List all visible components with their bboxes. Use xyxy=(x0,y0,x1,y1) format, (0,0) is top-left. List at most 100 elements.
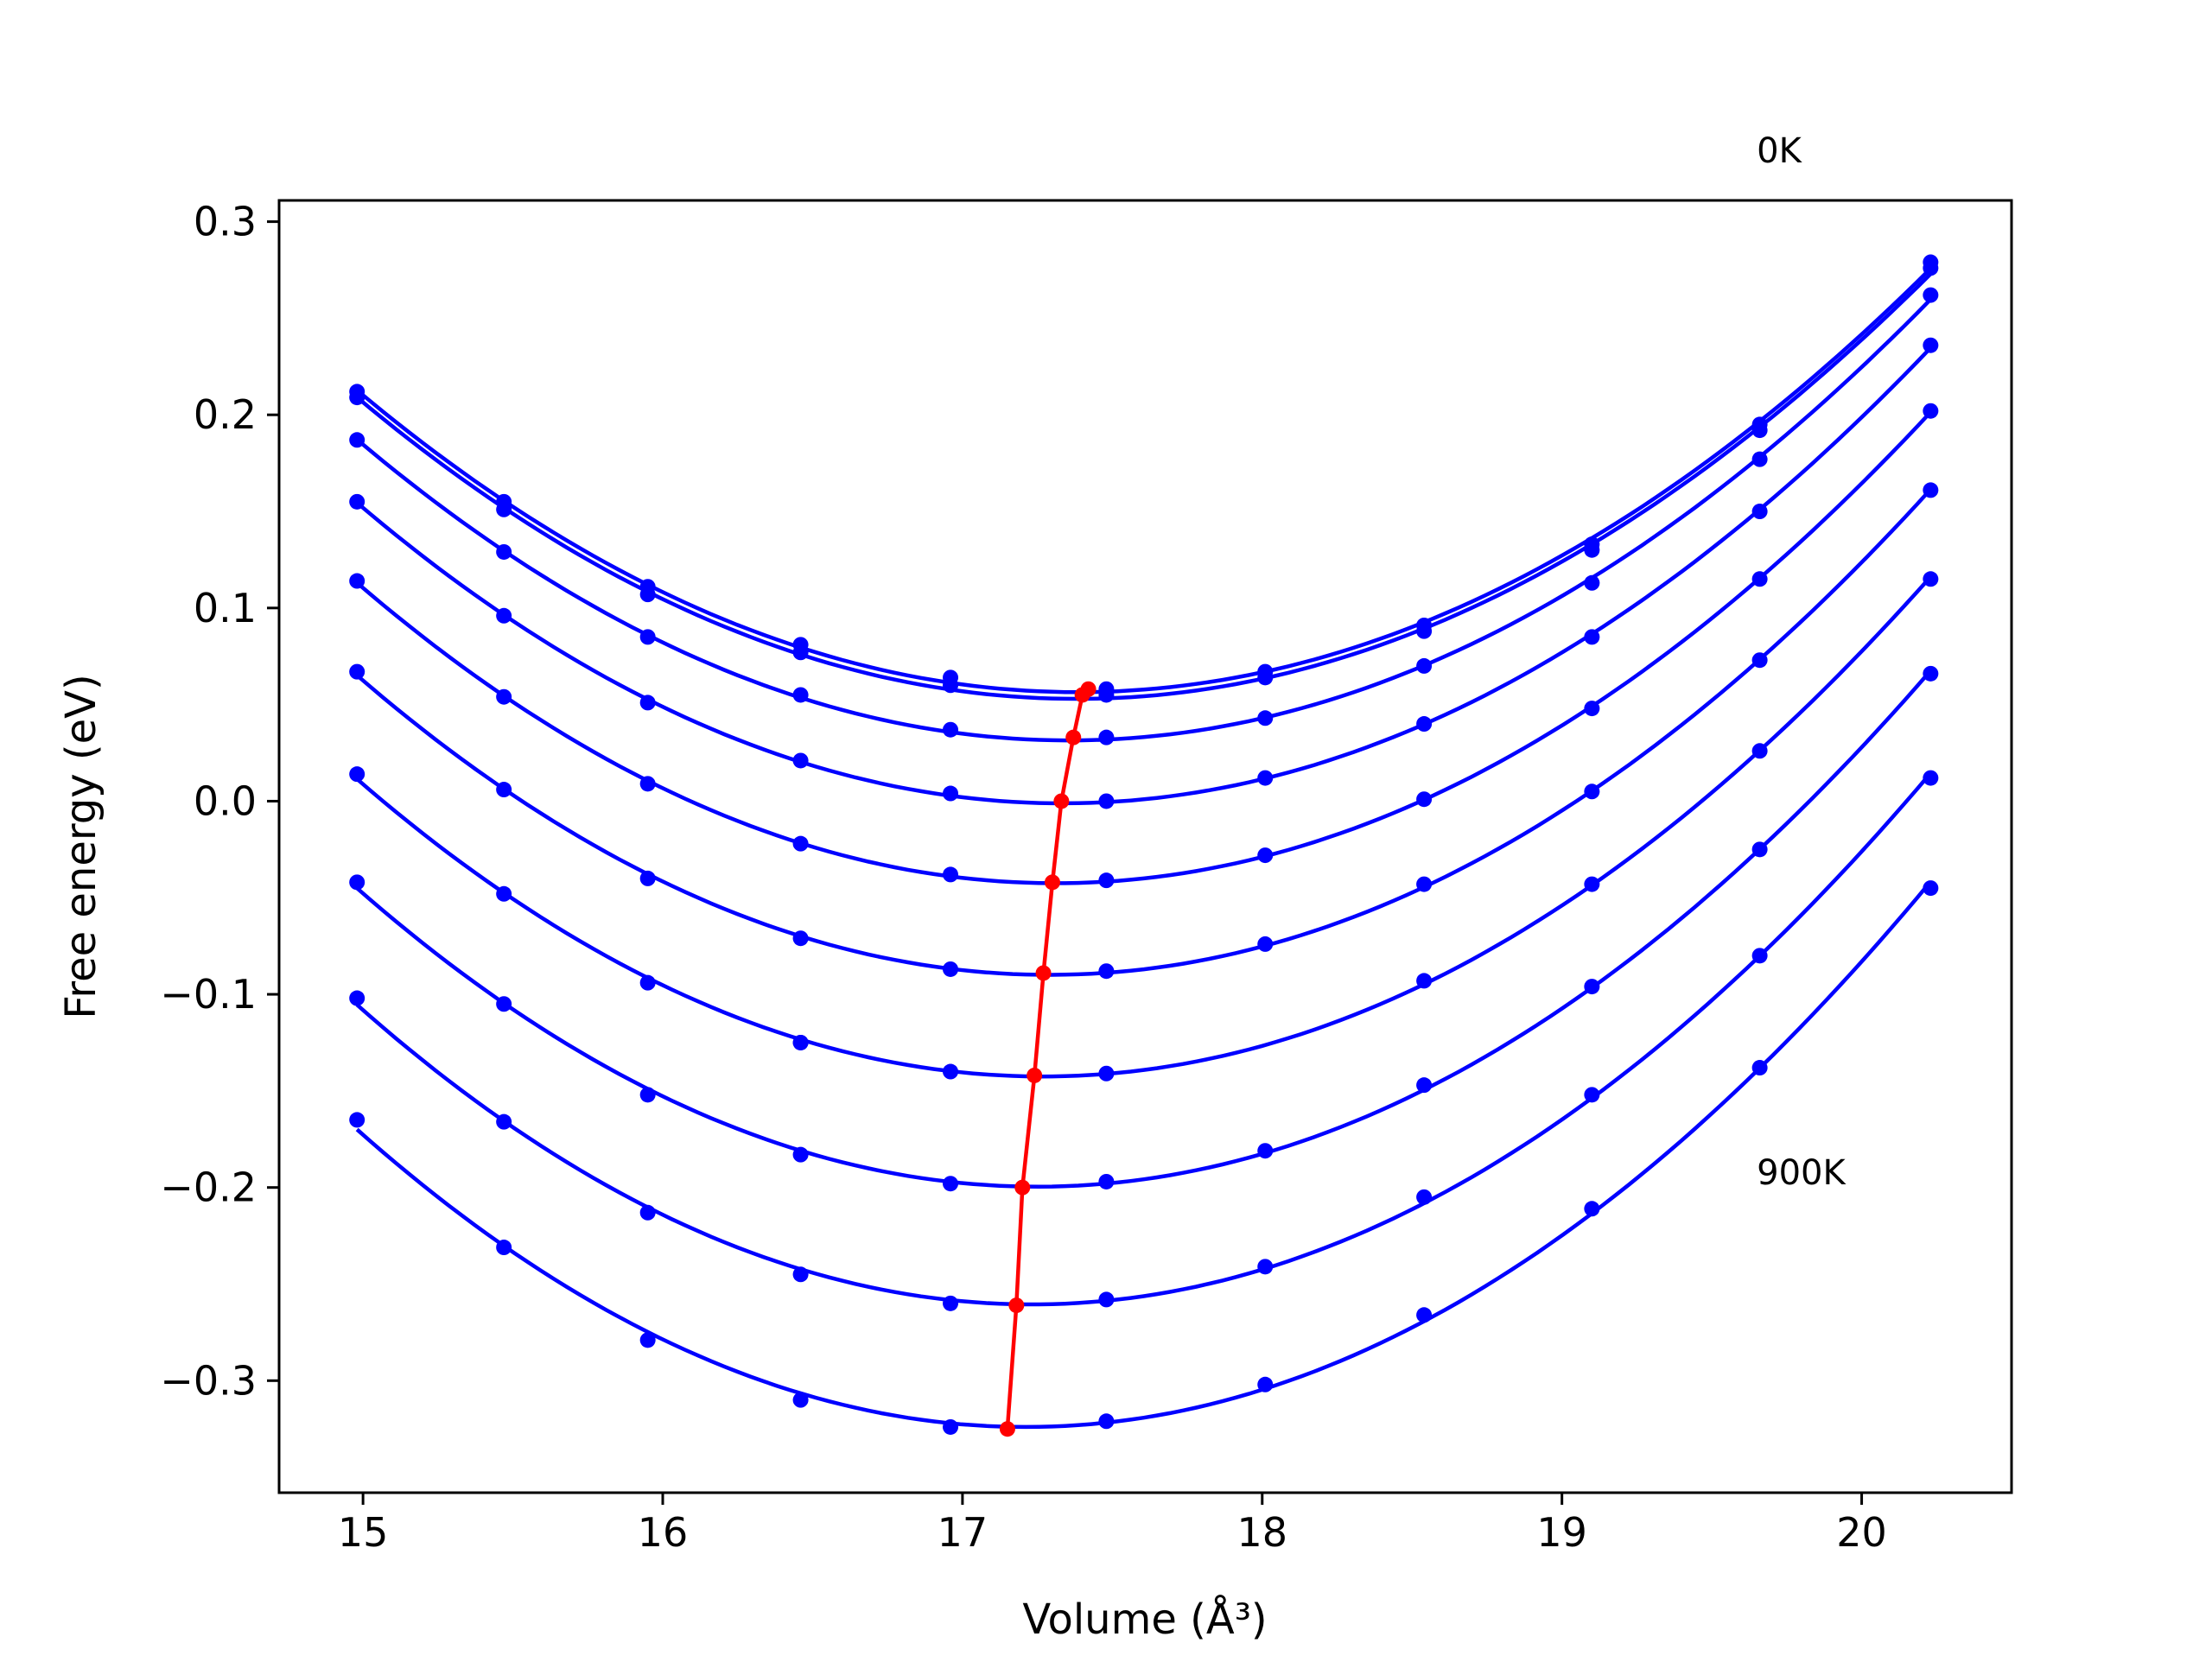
x-tick-label: 16 xyxy=(638,1509,689,1556)
data-point xyxy=(496,996,512,1012)
minimum-point xyxy=(1044,874,1060,891)
minimum-point xyxy=(1027,1067,1043,1083)
series-curve xyxy=(355,575,1932,1079)
data-point xyxy=(1751,422,1768,439)
x-tick-label: 15 xyxy=(338,1509,389,1556)
data-point xyxy=(496,1240,512,1256)
data-point xyxy=(349,874,365,891)
data-point xyxy=(1584,1087,1600,1103)
series-curve xyxy=(355,410,1932,885)
series-3 xyxy=(349,287,1939,745)
data-point xyxy=(1923,571,1939,587)
annotations: 0K 900K xyxy=(1757,131,1847,1193)
data-point xyxy=(1257,669,1274,686)
data-point xyxy=(496,688,512,705)
data-point xyxy=(792,835,809,852)
minimum-point xyxy=(1053,793,1070,809)
data-point xyxy=(496,607,512,624)
plot-frame xyxy=(277,199,2013,1494)
data-point xyxy=(1923,665,1939,682)
data-point xyxy=(1098,729,1115,745)
data-point xyxy=(639,870,656,886)
series-layer xyxy=(349,254,1939,1435)
data-point xyxy=(943,1418,959,1435)
data-point xyxy=(639,1332,656,1348)
data-point xyxy=(1751,1060,1768,1076)
data-point xyxy=(496,501,512,517)
data-point xyxy=(1584,629,1600,645)
data-point xyxy=(792,1146,809,1163)
data-point xyxy=(1584,574,1600,591)
data-point xyxy=(639,776,656,792)
data-point xyxy=(1098,1065,1115,1082)
data-point xyxy=(1416,973,1433,989)
series-curve xyxy=(355,669,1932,1189)
x-tick-label: 20 xyxy=(1836,1509,1887,1556)
data-point xyxy=(1416,1307,1433,1323)
x-axis: 15 16 17 18 19 20 xyxy=(338,1493,1887,1556)
data-point xyxy=(1751,841,1768,858)
minima-layer xyxy=(999,681,1096,1437)
data-point xyxy=(639,1204,656,1221)
data-point xyxy=(349,493,365,510)
data-point xyxy=(943,1295,959,1311)
data-point xyxy=(349,573,365,589)
data-point xyxy=(1584,783,1600,800)
data-point xyxy=(496,782,512,798)
data-point xyxy=(1923,880,1939,897)
data-point xyxy=(496,543,512,560)
data-point xyxy=(1923,260,1939,276)
data-point xyxy=(496,885,512,902)
y-axis-label: Free energy (eV) xyxy=(57,674,105,1018)
y-tick-label: −0.3 xyxy=(160,1357,257,1404)
data-point xyxy=(349,990,365,1006)
series-10 xyxy=(349,880,1939,1435)
minimum-point xyxy=(999,1421,1015,1437)
x-tick-label: 18 xyxy=(1237,1509,1288,1556)
data-point xyxy=(1751,451,1768,467)
series-curve xyxy=(355,880,1933,1430)
data-point xyxy=(943,721,959,738)
x-tick-label: 17 xyxy=(938,1509,988,1556)
series-4 xyxy=(349,337,1939,809)
data-point xyxy=(792,1392,809,1408)
series-7 xyxy=(349,571,1939,1082)
series-curve xyxy=(355,346,1932,806)
data-point xyxy=(1416,716,1433,733)
data-point xyxy=(1257,847,1274,864)
series-curve xyxy=(355,771,1933,1307)
minimum-point xyxy=(1074,687,1090,703)
data-point xyxy=(1257,770,1274,786)
series-9 xyxy=(349,770,1939,1311)
x-axis-label: Volume (Å³) xyxy=(1022,1595,1267,1644)
data-point xyxy=(1098,687,1115,703)
data-point xyxy=(943,1063,959,1080)
data-point xyxy=(1416,623,1433,639)
data-point xyxy=(1584,1201,1600,1217)
data-point xyxy=(639,974,656,991)
y-tick-label: −0.1 xyxy=(160,971,257,1018)
series-6 xyxy=(349,482,1939,980)
data-point xyxy=(349,766,365,783)
data-point xyxy=(792,930,809,947)
minimum-point xyxy=(1014,1179,1031,1196)
data-point xyxy=(1257,1259,1274,1275)
data-point xyxy=(943,1176,959,1192)
data-point xyxy=(1257,1376,1274,1392)
data-point xyxy=(1751,504,1768,520)
x-tick-label: 19 xyxy=(1536,1509,1587,1556)
data-point xyxy=(943,961,959,977)
data-point xyxy=(1098,1291,1115,1308)
data-point xyxy=(349,432,365,448)
data-point xyxy=(792,1266,809,1283)
data-point xyxy=(349,390,365,406)
temperature-annotation: 900K xyxy=(1757,1153,1847,1193)
data-point xyxy=(1098,872,1115,889)
data-point xyxy=(1416,791,1433,808)
data-point xyxy=(1923,482,1939,498)
data-point xyxy=(1584,542,1600,558)
y-tick-label: 0.2 xyxy=(194,391,257,438)
